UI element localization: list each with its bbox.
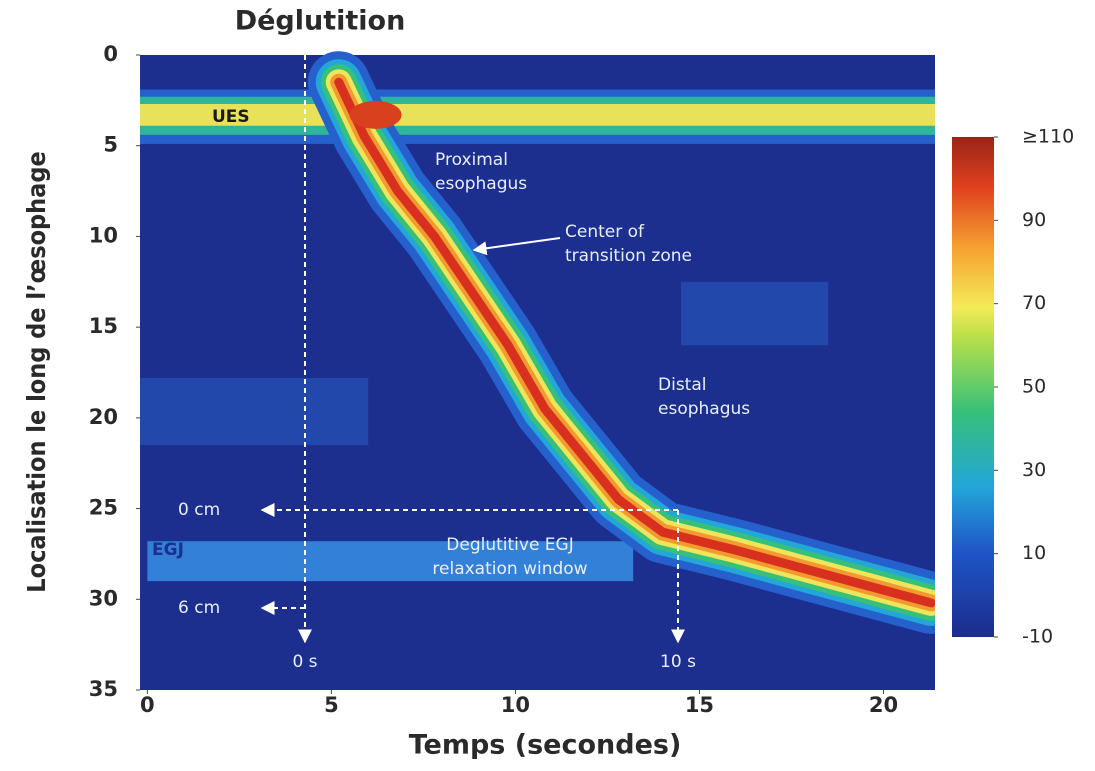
y-tick-label: 20 (89, 405, 118, 429)
annotation: EGJ (152, 540, 184, 560)
x-tick-label: 0 (140, 693, 155, 717)
pressure-band (681, 281, 829, 346)
plot-mask (935, 15, 955, 730)
colorbar-tick-label: 70 (1022, 292, 1046, 314)
annotation: esophagus (658, 399, 750, 419)
annotation: 10 s (660, 652, 696, 672)
pressure-blob (349, 100, 402, 129)
pressure-band (147, 541, 634, 582)
colorbar-tick-label: 90 (1022, 209, 1046, 231)
pressure-band (140, 103, 935, 126)
pressure-band (140, 377, 369, 446)
x-tick-label: 20 (869, 693, 898, 717)
y-tick-label: 10 (89, 223, 118, 247)
annotation: Distal (658, 375, 706, 395)
annotation: Center of (565, 222, 645, 242)
colorbar-tick-label: 50 (1022, 376, 1046, 398)
y-tick-label: 25 (89, 496, 118, 520)
colorbar-tick-label: 30 (1022, 459, 1046, 481)
annotation: UES (212, 107, 250, 127)
plot-area (100, 15, 963, 730)
annotations: UES Proximal esophagus Center of transition … (152, 55, 750, 672)
annotation: transition zone (565, 246, 692, 266)
annotation: relaxation window (432, 559, 587, 579)
annotation: esophagus (435, 174, 527, 194)
pointer-arrow (472, 237, 561, 256)
x-tick-label: 5 (324, 693, 339, 717)
y-tick-label: 30 (89, 586, 118, 610)
colorbar-tick-label: -10 (1022, 626, 1053, 648)
annotation: Deglutitive EGJ (446, 535, 573, 555)
annotation: Proximal (435, 150, 508, 170)
y-axis-label: Localisation le long de l’œsophage (22, 151, 51, 592)
x-tick-label: 10 (501, 693, 530, 717)
colorbar-tick-label: ≥110 (1022, 126, 1074, 148)
colorbar-tick-label: 10 (1022, 542, 1046, 564)
pressure-wave (334, 77, 936, 608)
x-axis-label: Temps (secondes) (409, 730, 682, 761)
annotation: 6 cm (178, 598, 220, 618)
chart-title: Déglutition (235, 6, 406, 37)
colorbar (952, 137, 994, 637)
y-tick-label: 15 (89, 314, 118, 338)
x-tick-label: 15 (685, 693, 714, 717)
y-tick-label: 5 (103, 133, 118, 157)
y-tick-label: 35 (89, 677, 118, 701)
annotation: 0 s (292, 652, 317, 672)
plot-mask (100, 15, 140, 730)
annotation: 0 cm (178, 500, 220, 520)
y-tick-label: 0 (103, 42, 118, 66)
